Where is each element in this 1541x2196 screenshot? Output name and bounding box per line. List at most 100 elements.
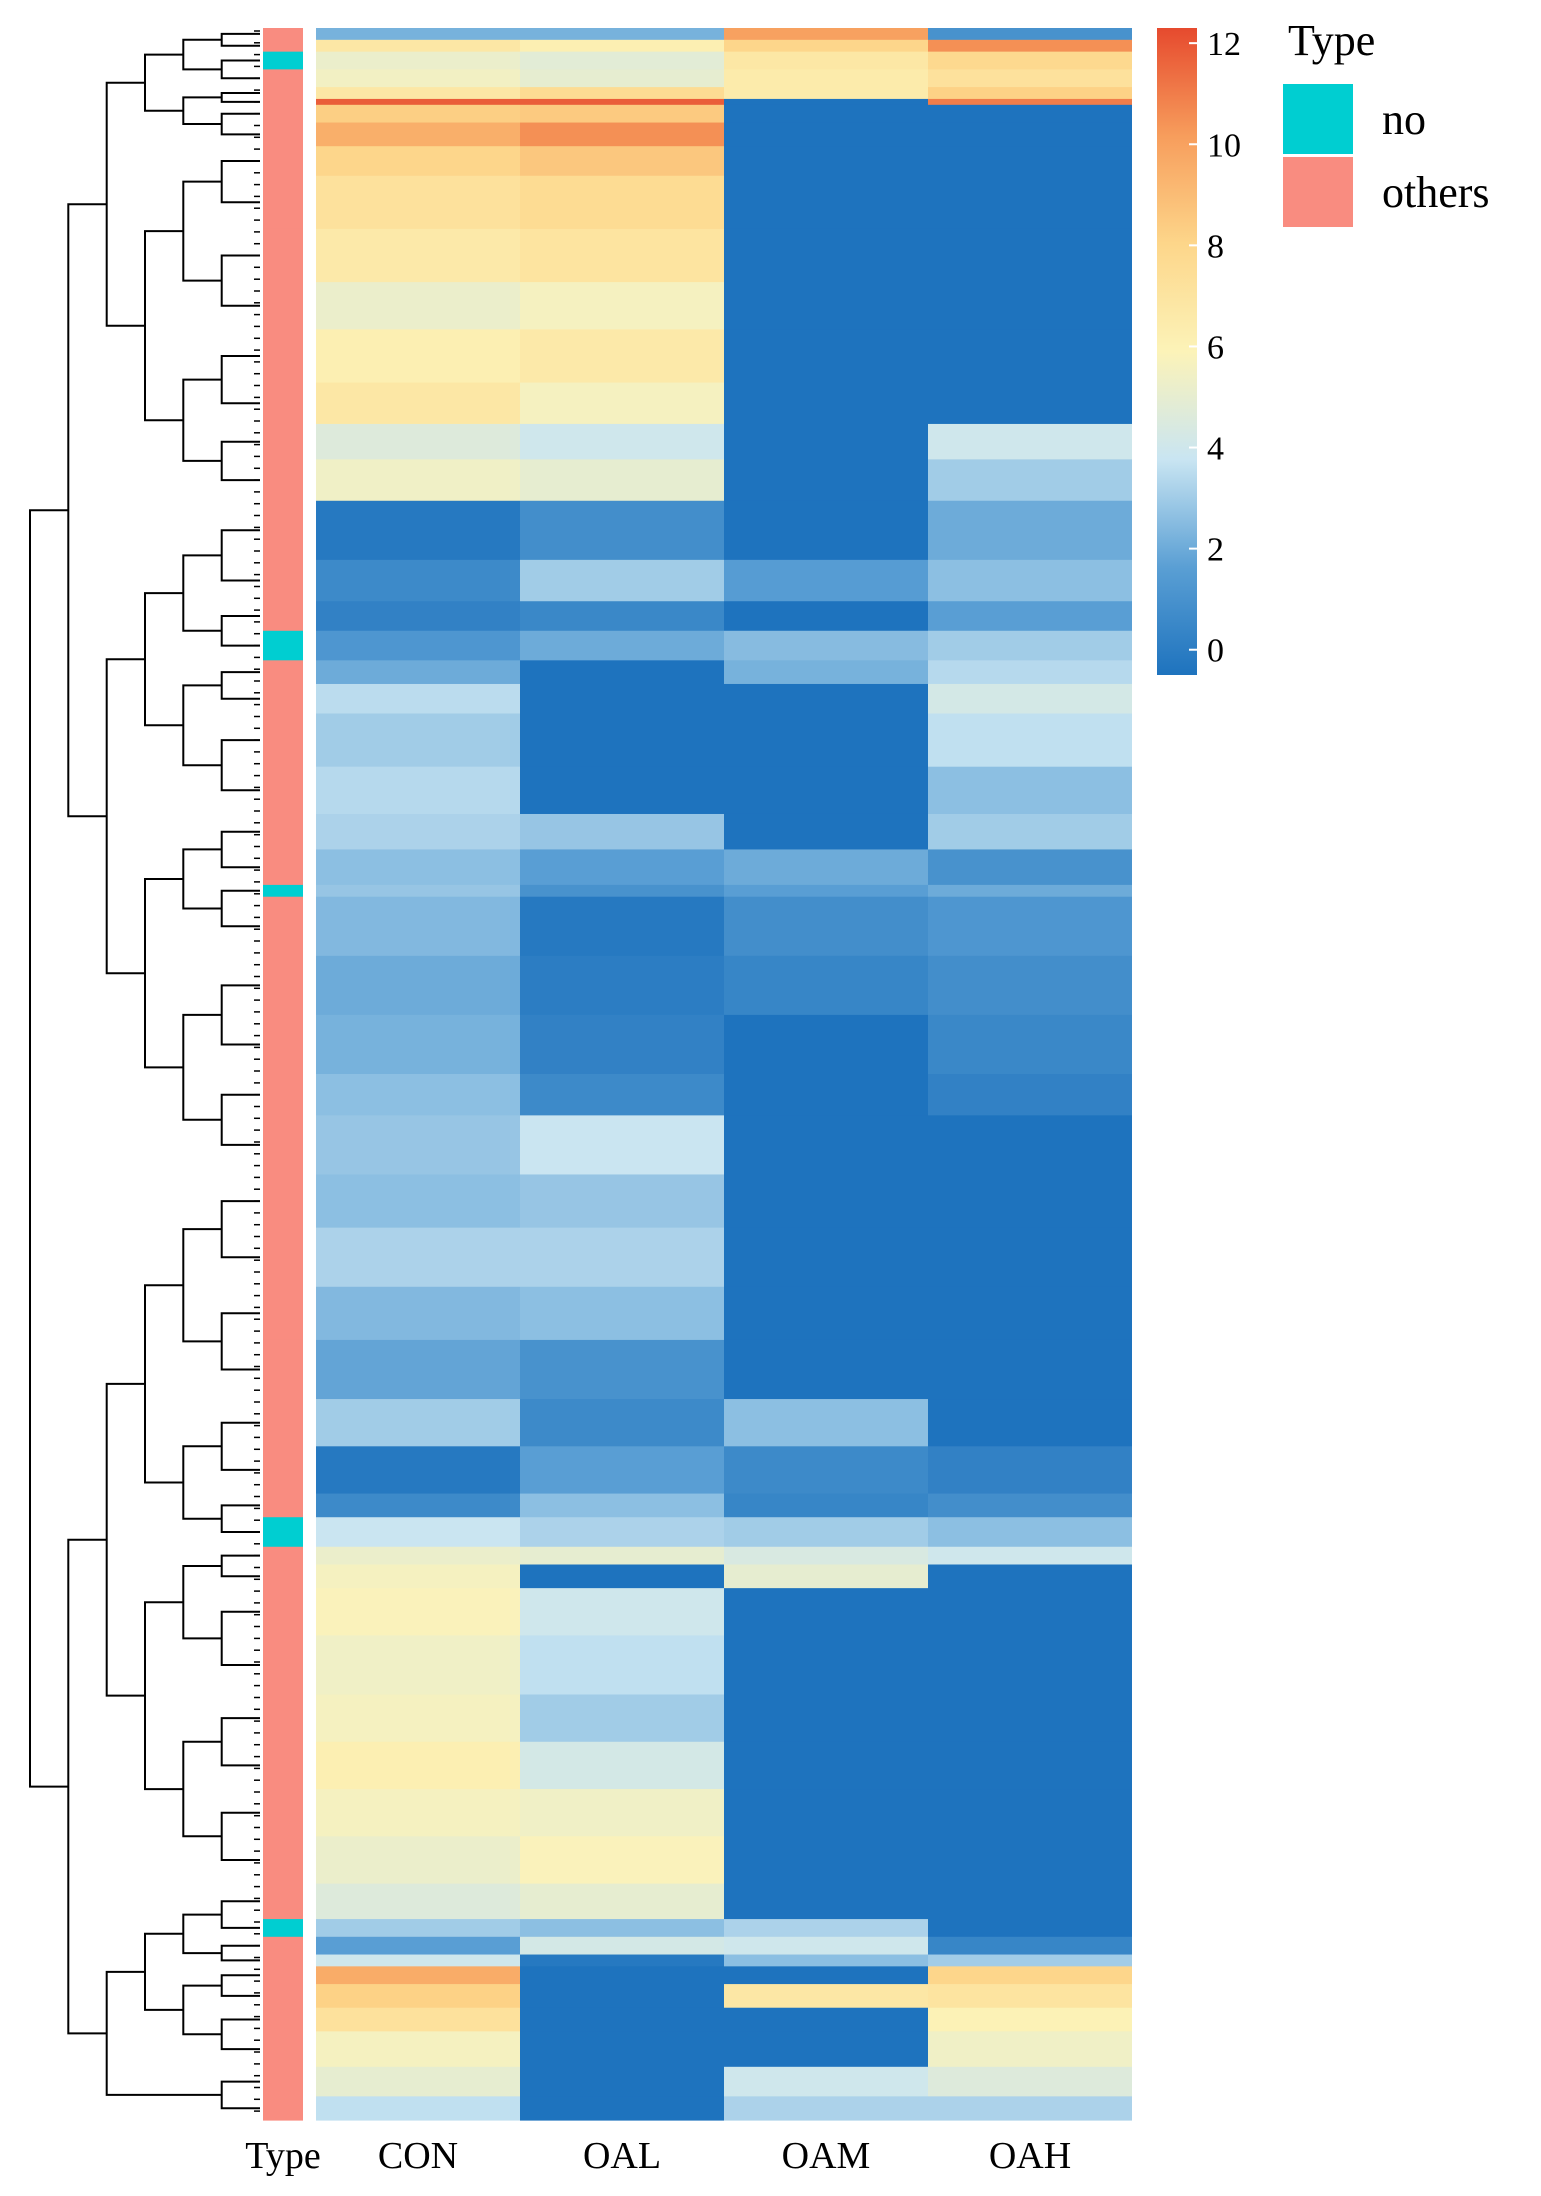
dendrogram-branch bbox=[220, 1200, 260, 1259]
heatmap-cell bbox=[520, 1741, 724, 1790]
heatmap-cell bbox=[724, 228, 928, 283]
heatmap-cell bbox=[520, 228, 724, 283]
heatmap-cell bbox=[724, 28, 928, 41]
heatmap-cell bbox=[928, 955, 1132, 1016]
heatmap-cell bbox=[316, 1564, 520, 1589]
type-annotation-cell bbox=[263, 1984, 303, 2009]
dendrogram-branch bbox=[220, 355, 260, 405]
heatmap-cell bbox=[928, 2007, 1132, 2032]
heatmap-cell bbox=[520, 175, 724, 230]
type-annotation-cell bbox=[263, 559, 303, 602]
dendrogram-branch bbox=[182, 38, 222, 71]
heatmap-cell bbox=[316, 2096, 520, 2121]
heatmap-cell bbox=[520, 87, 724, 100]
heatmap-cell bbox=[520, 1836, 724, 1885]
type-annotation-cell bbox=[263, 122, 303, 147]
heatmap-cell bbox=[724, 630, 928, 661]
dendrogram-branch bbox=[220, 529, 260, 582]
dendrogram-branch bbox=[144, 1601, 184, 1791]
heatmap-cell bbox=[724, 1954, 928, 1967]
type-annotation-cell bbox=[263, 1399, 303, 1447]
heatmap-cell bbox=[520, 1883, 724, 1920]
type-annotation-cell bbox=[263, 683, 303, 715]
type-annotation-cell bbox=[263, 1074, 303, 1116]
dendrogram-branch bbox=[144, 53, 184, 112]
heatmap-cell bbox=[724, 683, 928, 715]
heatmap-cell bbox=[928, 884, 1132, 898]
heatmap-cell bbox=[928, 1286, 1132, 1341]
heatmap-cell bbox=[928, 2096, 1132, 2121]
heatmap-cell bbox=[724, 1789, 928, 1837]
heatmap-cell bbox=[520, 122, 724, 147]
heatmap-cell bbox=[520, 849, 724, 886]
heatmap-cell bbox=[520, 282, 724, 330]
type-annotation-cell bbox=[263, 1883, 303, 1920]
heatmap-cell bbox=[724, 1919, 928, 1938]
dendrogram-branch bbox=[144, 1284, 184, 1484]
heatmap-cell bbox=[724, 500, 928, 561]
heatmap-cell bbox=[520, 1115, 724, 1176]
heatmap-cell bbox=[316, 1115, 520, 1176]
heatmap-cell bbox=[520, 1227, 724, 1288]
dendrogram-branch bbox=[182, 180, 222, 282]
type-annotation-cell bbox=[263, 329, 303, 384]
heatmap-cell bbox=[724, 1286, 928, 1341]
heatmap-cell bbox=[724, 1984, 928, 2009]
heatmap-cell bbox=[520, 329, 724, 384]
heatmap-cell bbox=[928, 601, 1132, 632]
heatmap-cell bbox=[520, 1966, 724, 1985]
heatmap-cell bbox=[316, 559, 520, 602]
heatmap-cell bbox=[316, 500, 520, 561]
color-scale-tick-label: 4 bbox=[1207, 431, 1224, 468]
heatmap-cell bbox=[928, 122, 1132, 147]
heatmap-cell bbox=[724, 1635, 928, 1696]
heatmap-cell bbox=[928, 282, 1132, 330]
type-annotation-cell bbox=[263, 39, 303, 53]
heatmap-cell bbox=[928, 660, 1132, 685]
heatmap-cell bbox=[928, 849, 1132, 886]
type-annotation-cell bbox=[263, 69, 303, 88]
heatmap-cell bbox=[520, 2096, 724, 2121]
heatmap-cell bbox=[316, 1399, 520, 1447]
heatmap-cell bbox=[928, 1984, 1132, 2009]
column-labels: Type CON OAL OAM OAH bbox=[245, 2135, 1071, 2177]
dendrogram-branch bbox=[220, 1717, 260, 1767]
heatmap-cell bbox=[316, 146, 520, 177]
heatmap-cell bbox=[724, 660, 928, 685]
heatmap-cell bbox=[724, 1836, 928, 1885]
dendrogram-branch bbox=[182, 848, 222, 910]
heatmap-cell bbox=[724, 2096, 928, 2121]
heatmap-cell bbox=[316, 1546, 520, 1566]
heatmap-cell bbox=[520, 1074, 724, 1116]
heatmap-cell bbox=[316, 423, 520, 460]
heatmap-cell bbox=[928, 1954, 1132, 1967]
heatmap-cell bbox=[316, 601, 520, 632]
heatmap-cell bbox=[928, 1919, 1132, 1938]
heatmap-cell bbox=[928, 69, 1132, 88]
heatmap-cell bbox=[316, 1635, 520, 1696]
type-annotation-cell bbox=[263, 813, 303, 851]
heatmap-cell bbox=[316, 1954, 520, 1967]
heatmap-cell bbox=[520, 98, 724, 106]
heatmap-cell bbox=[724, 1741, 928, 1790]
heatmap-cell bbox=[724, 2031, 928, 2068]
heatmap-cell bbox=[520, 1339, 724, 1400]
heatmap-cell bbox=[520, 559, 724, 602]
heatmap-cell bbox=[928, 1564, 1132, 1589]
heatmap-cell bbox=[928, 813, 1132, 851]
dendrogram-branch bbox=[220, 615, 260, 647]
heatmap-cell bbox=[928, 1227, 1132, 1288]
heatmap-cell bbox=[520, 896, 724, 957]
heatmap-cell bbox=[316, 1883, 520, 1920]
heatmap-cell bbox=[520, 1286, 724, 1341]
heatmap-cell bbox=[520, 1789, 724, 1837]
dendrogram-branch bbox=[144, 1932, 184, 2011]
color-scale-tick-label: 8 bbox=[1207, 228, 1224, 265]
heatmap-cell bbox=[520, 630, 724, 661]
heatmap-cell bbox=[928, 87, 1132, 100]
heatmap-cell bbox=[724, 1074, 928, 1116]
dendrogram-branch bbox=[144, 592, 184, 727]
heatmap-cell bbox=[316, 813, 520, 851]
type-annotation-cell bbox=[263, 87, 303, 100]
heatmap-cell bbox=[316, 228, 520, 283]
